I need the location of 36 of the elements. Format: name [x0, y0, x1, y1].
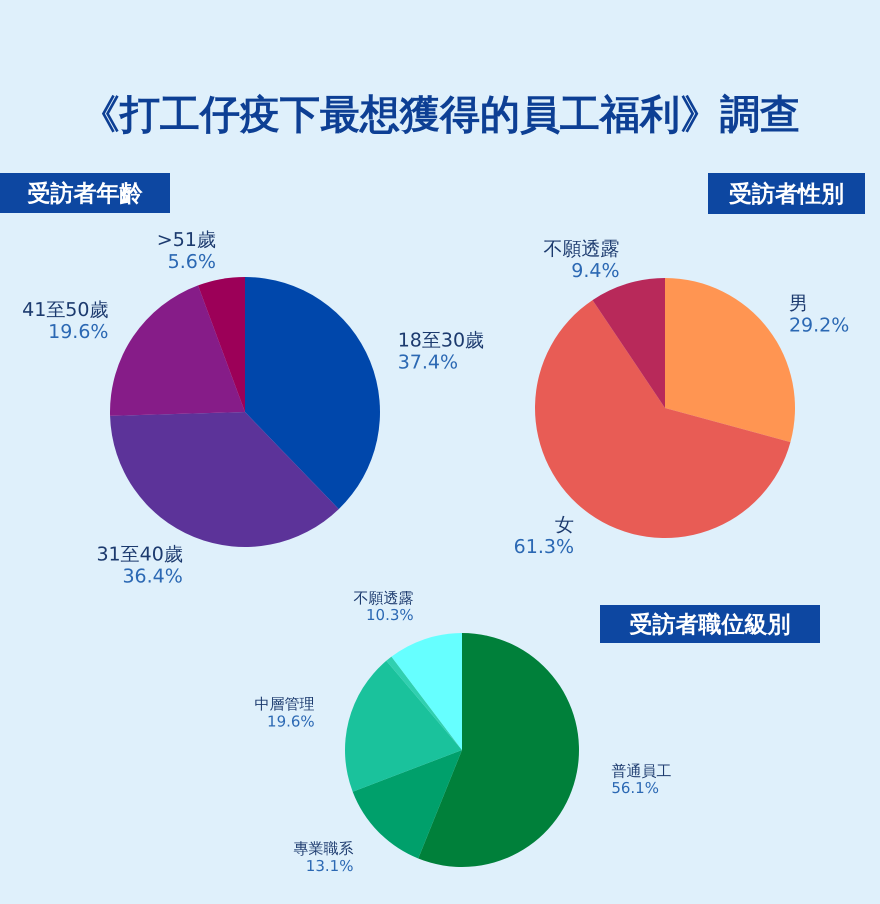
- data-label: 13.1%: [306, 856, 354, 875]
- slice-label: 不願透露: [544, 238, 620, 260]
- pie-slice: [535, 300, 790, 538]
- pie-slice: [198, 277, 245, 412]
- data-label: 37.4%: [398, 351, 458, 374]
- data-label: 61.3%: [514, 536, 574, 558]
- pie-slice: [391, 633, 462, 750]
- slice-label: 普通員工: [611, 762, 672, 780]
- data-label: 56.1%: [611, 779, 659, 798]
- data-label: 5.6%: [168, 250, 216, 273]
- chart-title: 《打工仔疫下最想獲得的員工福利》調查: [80, 92, 800, 138]
- data-label: 19.6%: [48, 320, 108, 343]
- slice-label: >51歲: [156, 229, 216, 252]
- slice-label: 中層管理: [254, 695, 315, 714]
- pie-slice: [345, 660, 462, 792]
- slice-label: 41至50歲: [22, 299, 108, 322]
- pie-slice: [418, 633, 579, 867]
- pie-slice: [110, 285, 245, 416]
- slice-label: 專業職系: [293, 840, 354, 858]
- chart-subtitle: 受訪者性別: [729, 180, 844, 208]
- data-label: 9.4%: [571, 260, 620, 282]
- slice-label: 18至30歲: [398, 330, 484, 352]
- chart-subtitle: 受訪者年齡: [28, 180, 144, 207]
- data-label: 29.2%: [788, 314, 850, 336]
- pie-slice: [592, 278, 665, 408]
- pie-slice: [352, 750, 462, 859]
- slice-label: 男: [788, 292, 808, 314]
- data-label: 36.4%: [122, 566, 183, 588]
- text: 受訪者職位級別: [630, 611, 790, 638]
- pie-slice: [245, 277, 380, 510]
- pie-slice: [386, 656, 462, 750]
- slice-label: 女: [555, 514, 574, 536]
- slice-label: 31至40歲: [96, 544, 183, 566]
- data-label: 10.3%: [366, 606, 414, 624]
- slice-label: 不願透露: [354, 588, 414, 607]
- data-label: 19.6%: [267, 712, 315, 730]
